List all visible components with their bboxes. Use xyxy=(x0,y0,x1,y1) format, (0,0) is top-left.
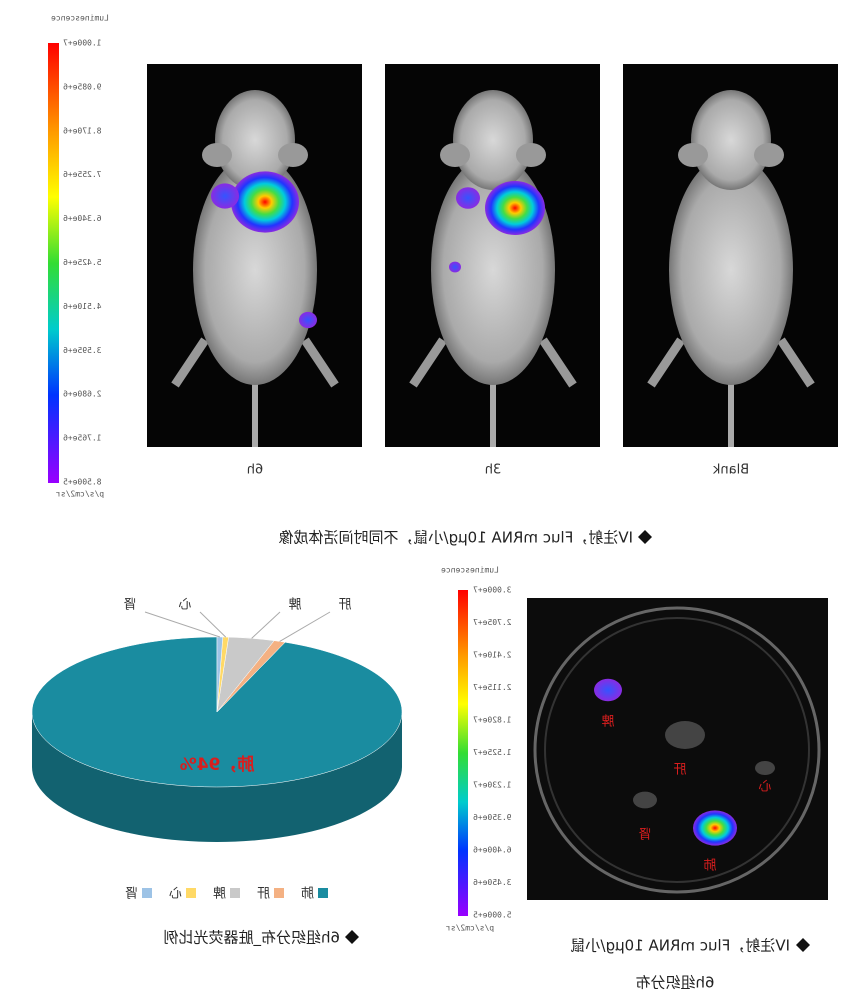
organ-label: 肺 xyxy=(703,859,716,874)
colorbar-label: 1.820e+7 xyxy=(473,716,512,725)
colorbar-unit: p/s/cm2/sr xyxy=(56,490,104,499)
ear xyxy=(516,143,546,167)
colorbar-label: 1.000e+7 xyxy=(63,39,102,48)
ear xyxy=(278,143,308,167)
colorbar xyxy=(458,590,468,916)
colorbar-label: 9.085e+6 xyxy=(63,82,102,91)
pie-side xyxy=(32,712,402,842)
ear xyxy=(678,143,708,167)
leg xyxy=(171,337,339,388)
colorbar-label: 3.000e+7 xyxy=(473,586,512,595)
colorbar xyxy=(48,43,59,483)
panel-label: 6h xyxy=(247,463,264,478)
mouse-head xyxy=(215,90,295,190)
organ-label: 肾 xyxy=(638,828,651,843)
colorbar-label: 2.410e+7 xyxy=(473,651,512,660)
colorbar-label: 2.705e+7 xyxy=(473,618,512,627)
caption: IV注射，Fluc mRNA 10μg/小鼠 xyxy=(571,937,791,955)
dish xyxy=(533,606,821,894)
bullet xyxy=(796,938,810,952)
organ-label: 肝 xyxy=(673,763,686,778)
data-label: 肺，94% xyxy=(180,755,255,775)
dish xyxy=(544,617,810,883)
panel-label: Blank xyxy=(712,463,749,478)
bullet xyxy=(345,930,359,944)
panel-label: 3h xyxy=(485,463,502,478)
signal xyxy=(449,261,461,273)
colorbar-title: Luminescence xyxy=(51,14,109,23)
category-label: 心 xyxy=(178,598,191,613)
legend-swatch xyxy=(230,888,240,898)
signal xyxy=(456,187,480,209)
legend-label: 肾 xyxy=(125,887,138,902)
mouse-head xyxy=(691,90,771,190)
ear xyxy=(440,143,470,167)
leg xyxy=(409,337,577,388)
caption: 6h组织分布 xyxy=(635,974,714,992)
colorbar-label: 6.400e+6 xyxy=(473,846,512,855)
legend-swatch xyxy=(318,888,328,898)
colorbar-label: 3.595e+6 xyxy=(63,346,102,355)
colorbar-label: 2.115e+7 xyxy=(473,683,512,692)
signal xyxy=(485,181,545,235)
legend-label: 肝 xyxy=(257,887,270,902)
leader-line xyxy=(279,611,331,642)
organ-label: 心 xyxy=(758,780,771,795)
mouse-body xyxy=(669,155,793,385)
colorbar-label: 9.350e+6 xyxy=(473,813,512,822)
legend-label: 心 xyxy=(169,887,182,902)
colorbar-label: 5.000e+5 xyxy=(473,911,512,920)
category-label: 肝 xyxy=(338,598,351,613)
signal xyxy=(299,311,317,329)
caption: IV注射，Fluc mRNA 10μg/小鼠，不同时间活体成像 xyxy=(279,529,634,547)
ear xyxy=(202,143,232,167)
colorbar-label: 1.525e+7 xyxy=(473,748,512,757)
leader-line xyxy=(144,611,221,638)
signal xyxy=(693,810,737,846)
caption: 6h组织分布_脏器荧光比例 xyxy=(163,929,340,948)
legend-swatch xyxy=(142,888,152,898)
leader-line xyxy=(199,611,227,638)
organ-label: 脾 xyxy=(601,715,614,730)
colorbar-title: Luminescence xyxy=(441,566,499,575)
signal xyxy=(594,678,622,702)
colorbar-label: 2.680e+6 xyxy=(63,390,102,399)
leg xyxy=(647,337,815,388)
ear xyxy=(754,143,784,167)
organ xyxy=(665,721,705,749)
colorbar-label: 8.170e+6 xyxy=(63,126,102,135)
bullet xyxy=(638,530,652,544)
legend-label: 脾 xyxy=(213,887,226,902)
signal xyxy=(211,183,239,209)
mouse-head xyxy=(453,90,533,190)
colorbar-label: 1.230e+7 xyxy=(473,781,512,790)
category-label: 肾 xyxy=(123,598,136,613)
colorbar-label: 5.425e+6 xyxy=(63,258,102,267)
organ xyxy=(633,791,657,809)
category-label: 脾 xyxy=(288,598,301,613)
legend-swatch xyxy=(186,888,196,898)
leader-line xyxy=(251,611,281,639)
colorbar-label: 1.765e+6 xyxy=(63,434,102,443)
colorbar-label: 6.340e+6 xyxy=(63,214,102,223)
colorbar-unit: p/s/cm2/sr xyxy=(446,924,494,933)
colorbar-label: 7.255e+6 xyxy=(63,170,102,179)
colorbar-label: 8.500e+5 xyxy=(63,478,102,487)
colorbar-label: 3.450e+6 xyxy=(473,878,512,887)
legend-swatch xyxy=(274,888,284,898)
colorbar-label: 4.510e+6 xyxy=(63,302,102,311)
signal xyxy=(231,171,299,233)
organ-image xyxy=(527,598,828,900)
legend-label: 肺 xyxy=(301,887,314,902)
organ xyxy=(755,761,775,775)
